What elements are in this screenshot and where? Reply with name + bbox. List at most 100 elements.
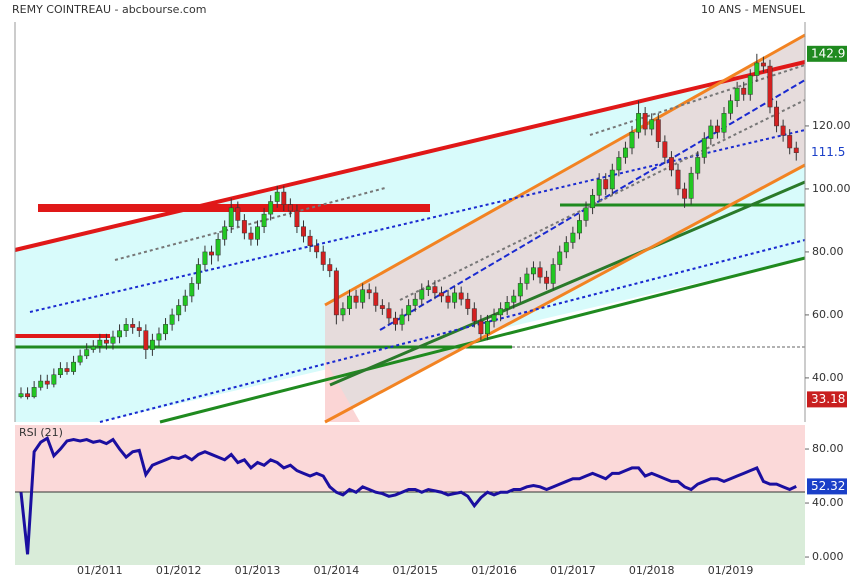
candle-body <box>18 393 24 398</box>
candle-body <box>25 393 31 398</box>
candle-body <box>44 380 50 385</box>
main-panel <box>14 22 806 424</box>
candle-body <box>439 292 444 297</box>
candle-body <box>327 264 333 272</box>
candle-body <box>274 191 280 202</box>
candle-body <box>767 65 773 108</box>
trend-line <box>159 256 806 424</box>
candle-body <box>741 87 747 95</box>
candle-body <box>701 138 707 158</box>
candle-body <box>425 286 431 290</box>
candle-body <box>360 289 366 303</box>
candle-body <box>511 295 517 303</box>
trend-line <box>29 129 806 313</box>
x-tick-label: 01/2018 <box>629 564 675 577</box>
candle-body <box>195 264 201 284</box>
candle-body <box>636 113 642 133</box>
candle-body <box>71 361 77 372</box>
candle-body <box>445 295 451 303</box>
channel-line <box>324 33 806 307</box>
candle-body <box>103 339 109 344</box>
candle-body <box>333 270 339 316</box>
candle-body <box>353 295 359 303</box>
candle-body <box>90 346 96 350</box>
candle-body <box>84 349 90 357</box>
candle-body <box>583 207 589 221</box>
x-tick-label: 01/2011 <box>77 564 123 577</box>
candle-body <box>379 305 385 309</box>
candle-body <box>531 267 536 275</box>
candle-body <box>793 147 799 153</box>
candle-body <box>504 302 510 309</box>
zone-fill <box>15 492 805 565</box>
candle-body <box>347 295 352 309</box>
candle-body <box>255 226 260 240</box>
candle-body <box>38 380 44 388</box>
candle-body <box>682 188 688 199</box>
candle-body <box>577 220 582 234</box>
candle-body <box>281 191 287 205</box>
candle-body <box>537 267 543 278</box>
candle-body <box>301 226 306 237</box>
x-tick-label: 01/2014 <box>314 564 360 577</box>
candle-body <box>655 119 661 142</box>
candle-body <box>77 355 83 363</box>
candle-body <box>235 207 241 221</box>
candle-body <box>241 220 247 234</box>
candle-body <box>695 157 701 174</box>
candle-body <box>123 324 129 331</box>
rsi-panel: RSI (21) <box>15 425 805 565</box>
candle-body <box>760 62 766 67</box>
candle-body <box>498 308 504 316</box>
zone-fill <box>15 425 805 492</box>
candle-body <box>465 298 471 309</box>
candle-body <box>491 314 497 322</box>
candle-body <box>780 125 786 136</box>
y-tick-label: 0.000 <box>812 550 844 563</box>
candle-body <box>110 336 116 344</box>
price-tag-label: 111.5 <box>811 145 845 159</box>
candle-body <box>590 194 596 209</box>
candle-body <box>517 283 523 297</box>
trend-line <box>329 180 806 387</box>
y-tick-label: 40.00 <box>812 496 844 509</box>
price-tag <box>807 391 847 408</box>
candle-body <box>130 324 136 328</box>
candle-body <box>550 264 556 284</box>
price-tag <box>807 144 847 161</box>
channel-line <box>324 163 806 424</box>
candle-body <box>393 317 398 325</box>
candle-body <box>373 292 379 306</box>
candle-body <box>57 368 63 376</box>
candle-body <box>774 106 779 127</box>
candle-body <box>754 62 760 76</box>
candle-body <box>642 113 648 130</box>
candle-body <box>563 242 569 253</box>
candle-body <box>51 374 57 385</box>
candle-body <box>485 320 490 335</box>
candle-body <box>616 157 622 171</box>
candle-body <box>314 245 320 253</box>
candle-body <box>728 100 734 114</box>
candle-body <box>307 235 313 246</box>
candle-body <box>386 308 392 319</box>
channel-fill <box>325 35 805 422</box>
x-tick-label: 01/2013 <box>235 564 281 577</box>
candle-body <box>544 276 550 284</box>
candle-body <box>176 305 182 316</box>
candle-body <box>452 292 458 303</box>
chart-period: 10 ANS - MENSUEL <box>701 3 806 16</box>
candle-body <box>261 213 267 227</box>
trend-line <box>99 239 806 423</box>
chart-title: REMY COINTREAU - abcbourse.com <box>12 3 206 16</box>
candle-body <box>182 295 188 306</box>
candle-body <box>596 179 602 196</box>
candle-body <box>688 172 694 199</box>
y-tick-label: 40.00 <box>812 371 844 384</box>
candle-body <box>143 330 149 350</box>
candle-body <box>668 157 674 171</box>
candle-body <box>412 298 418 306</box>
candle-body <box>399 314 405 325</box>
candle-body <box>31 387 37 398</box>
